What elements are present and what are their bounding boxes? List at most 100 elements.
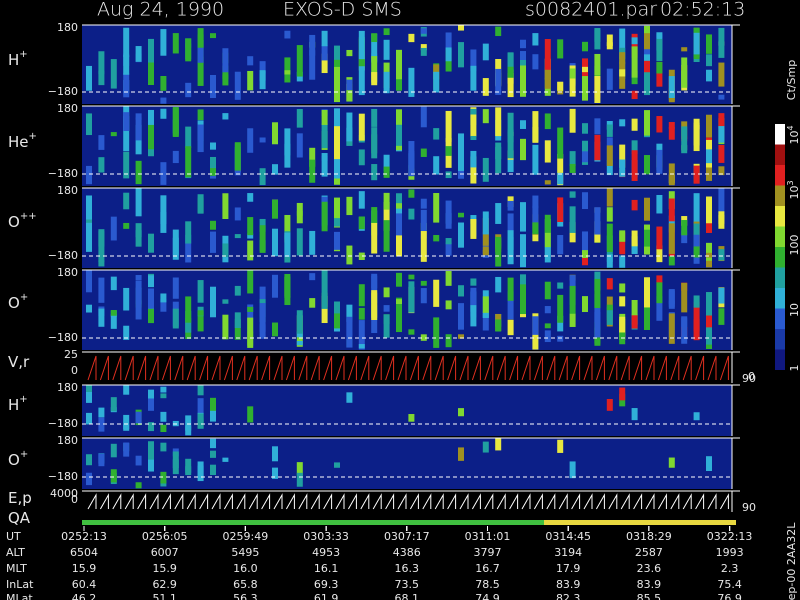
spectrogram-cell [334,153,340,179]
spectrogram-cell [148,288,154,309]
spectrogram-cell [420,198,427,209]
spectrogram-cell [420,231,427,262]
spectrogram-cell [470,135,477,141]
spectrogram-cell [383,166,390,178]
spectrogram-cell [631,33,638,58]
table-cell: 0314:45 [545,530,591,543]
panel-label: H+ [8,394,28,414]
spectrogram-cell [160,442,167,452]
spectrogram-cell [172,277,179,299]
qa-cell [556,520,562,525]
spectrogram-cell [259,70,266,81]
colorbar-segment [775,349,785,370]
qa-cell [148,520,154,525]
y-tick-label: −180 [48,249,78,262]
spectrogram-cell [458,285,464,297]
spectrogram-cell [495,236,502,267]
spectrogram-cell [396,304,402,331]
spectrogram-cell [396,124,402,146]
qa-cell [424,520,430,525]
table-cell: 76.9 [717,592,742,600]
y-tick-label: −180 [48,167,78,180]
spectrogram-cell [557,335,564,342]
spectrogram-cell [482,441,489,453]
spectrogram-cell [718,145,725,163]
qa-cell [496,520,502,525]
table-cell: 83.9 [556,578,581,591]
ion-name: H [8,396,19,414]
colorbar-base: 10 [788,186,800,200]
panel-bg [82,352,732,383]
spectrogram-cell [482,109,489,124]
spectrogram-cell [346,49,353,57]
table-cell: 3194 [554,546,582,559]
spectrogram-cell [197,56,204,86]
spectrogram-cell [371,275,378,304]
ion-name: O [8,294,20,312]
spectrogram-cell [396,214,402,219]
spectrogram-cell [383,305,390,312]
qa-cell [286,520,292,525]
spectrogram-cell [358,113,365,141]
spectrogram-cell [371,127,378,159]
spectrogram-cell [582,245,588,258]
spectrogram-cell [210,411,216,422]
colorbar-exp: 3 [786,180,795,185]
spectrogram-cell [234,312,241,329]
colorbar-label: 1 [788,365,800,372]
qa-cell [610,520,616,525]
spectrogram-cell [532,335,539,350]
qa-cell [520,520,526,525]
spectrogram-cell [631,199,638,211]
spectrogram-cell [470,278,477,286]
spectrogram-cell [148,109,154,132]
spectrogram-cell [718,94,725,100]
spectrogram-cell [631,140,638,154]
spectrogram-cell [458,303,464,330]
title-file: s0082401.par [525,0,657,21]
spectrogram-cell [296,133,303,158]
spectrogram-cell [321,53,328,74]
spectrogram-cell [557,235,564,255]
spectrogram-cell [582,76,588,101]
spectrogram-cell [619,255,626,268]
spectrogram-cell [532,144,539,175]
spectrogram-cell [210,397,216,411]
qa-cell [712,520,718,525]
table-cell: 17.9 [556,562,581,575]
spectrogram-cell [706,292,712,316]
spectrogram-cell [98,70,105,86]
table-cell: 61.9 [314,592,339,600]
spectrogram-cell [346,392,353,403]
table-cell: 0303:33 [303,530,349,543]
spectrogram-cell [284,214,291,243]
spectrogram-cell [86,165,92,185]
y-tick-label: 180 [57,184,78,197]
spectrogram-cell [594,207,601,235]
spectrogram-cell [619,296,626,307]
spectrogram-cell [396,75,402,91]
right-tick-label: 90 [742,372,756,385]
spectrogram-cell [569,313,576,327]
spectrogram-cell [631,245,638,254]
colorbar-segment [775,267,785,288]
spectrogram-cell [185,38,192,62]
spectrogram-cell [334,305,340,329]
spectrogram-cell [98,308,105,327]
spectrogram-cell [408,67,415,97]
spectrogram-cell [408,414,415,422]
spectrogram-cell [706,54,712,67]
spectrogram-cell [668,290,675,307]
spectrogram-cell [544,214,551,233]
qa-cell [586,520,592,525]
spectrogram-cell [222,48,229,73]
colorbar-text: 1 [788,365,800,372]
qa-cell [598,520,604,525]
spectrogram-cell [396,49,402,80]
spectrogram-cell [272,446,278,462]
spectrogram-cell [631,37,638,45]
spectrogram-cell [98,229,105,247]
spectrogram-cell [110,443,117,458]
qa-cell [718,520,724,525]
spectrogram-cell [507,213,514,240]
